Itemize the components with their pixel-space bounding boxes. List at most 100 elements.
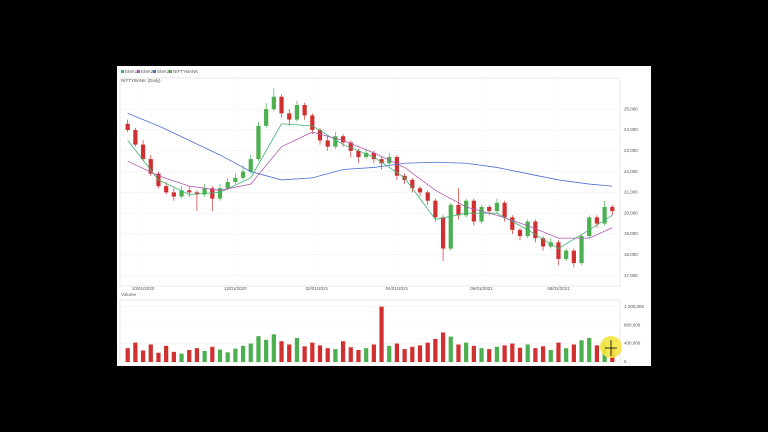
y-tick-label: 22,000 xyxy=(624,169,638,174)
candle-body xyxy=(464,200,469,216)
x-tick-label: 10/01/2020 xyxy=(132,286,155,291)
volume-bar xyxy=(210,346,215,362)
candle-body xyxy=(471,200,476,222)
volume-bar xyxy=(479,348,484,362)
candle-body xyxy=(502,202,507,218)
candle-body xyxy=(379,159,384,164)
candle-body xyxy=(333,136,338,147)
volume-bar xyxy=(525,344,530,362)
volume-bar xyxy=(310,342,315,362)
volume-bar xyxy=(371,344,376,362)
legend-swatch xyxy=(137,70,140,73)
volume-bar xyxy=(594,345,600,362)
volume-bar xyxy=(164,345,169,362)
candle-body xyxy=(256,125,261,160)
volume-bar xyxy=(579,340,584,362)
volume-bar xyxy=(425,342,430,362)
candle-body xyxy=(233,177,238,182)
volume-bar xyxy=(533,348,538,362)
volume-bar xyxy=(294,338,300,362)
candle-body xyxy=(210,188,215,199)
candle-body xyxy=(164,186,169,193)
volume-bar xyxy=(256,336,261,362)
volume-bar xyxy=(348,347,353,362)
candle-body xyxy=(556,242,561,259)
candle-body xyxy=(294,105,300,120)
candle-body xyxy=(317,130,323,141)
volume-bar xyxy=(471,345,476,362)
volume-tick-label: 1,200,000 xyxy=(624,304,645,309)
candle-body xyxy=(248,159,253,172)
candle-body xyxy=(371,152,376,160)
candle-body xyxy=(264,109,269,126)
volume-bar xyxy=(387,345,392,362)
volume-bar xyxy=(171,351,176,362)
volume-bar xyxy=(225,352,230,362)
candle-body xyxy=(610,206,615,212)
volume-bar xyxy=(379,306,384,362)
volume-bar xyxy=(502,345,507,362)
volume-bar xyxy=(448,336,453,362)
volume-bar xyxy=(540,346,546,362)
volume-bar xyxy=(240,345,246,362)
candle-body xyxy=(356,150,361,158)
volume-bar xyxy=(125,348,130,362)
volume-bar xyxy=(233,348,238,362)
candle-body xyxy=(548,242,553,247)
volume-bar xyxy=(317,345,323,362)
candle-body xyxy=(187,190,192,193)
volume-bar xyxy=(264,339,269,362)
volume-bar xyxy=(279,341,284,362)
volume-bar xyxy=(271,334,276,362)
y-tick-label: 19,000 xyxy=(624,231,638,236)
legend-label: EMA1 xyxy=(125,69,138,74)
candle-body xyxy=(533,221,538,239)
candle-body xyxy=(194,192,200,195)
x-tick-label: 08/01/2021 xyxy=(547,286,570,291)
ma-line xyxy=(127,112,613,187)
ma-line xyxy=(127,131,613,239)
volume-bar xyxy=(464,342,469,362)
volume-bar xyxy=(433,338,438,362)
candle-body xyxy=(517,229,523,237)
candle-body xyxy=(525,221,530,237)
volume-bar xyxy=(456,344,461,362)
legend-swatch xyxy=(121,70,124,73)
chart-panel xyxy=(117,66,651,366)
volume-bar xyxy=(571,344,576,362)
candle-body xyxy=(310,115,315,130)
chart-title: NIFTYBANK (Daily) xyxy=(121,78,161,83)
candle-body xyxy=(487,206,492,212)
volume-bar xyxy=(202,350,207,362)
candle-body xyxy=(494,202,500,212)
candle-body xyxy=(540,238,546,247)
volume-bar xyxy=(302,346,307,362)
candle-body xyxy=(302,105,307,116)
candle-body xyxy=(240,171,246,178)
volume-tick-label: 400,000 xyxy=(624,341,641,346)
candle-body xyxy=(479,206,484,222)
volume-tick-label: 0 xyxy=(624,359,627,364)
legend-label: SMA3 xyxy=(157,69,170,74)
cursor xyxy=(600,336,622,358)
candle-body xyxy=(179,190,184,197)
ma-line xyxy=(127,123,613,250)
x-tick-label: 06/01/2021 xyxy=(470,286,493,291)
candle-body xyxy=(564,250,569,259)
volume-bar xyxy=(494,346,500,362)
candle-body xyxy=(571,250,576,264)
volume-bar xyxy=(194,348,200,362)
y-tick-label: 23,000 xyxy=(624,148,638,153)
volume-bar xyxy=(510,343,515,362)
legend-swatch xyxy=(169,70,172,73)
volume-bar xyxy=(356,350,361,362)
x-tick-label: 04/01/2021 xyxy=(386,286,409,291)
volume-bar xyxy=(410,346,415,362)
candle-body xyxy=(417,188,423,193)
y-tick-label: 24,000 xyxy=(624,127,638,132)
candle-body xyxy=(148,159,153,174)
candle-body xyxy=(579,236,584,264)
volume-bar xyxy=(248,343,253,362)
candle-body xyxy=(448,204,453,249)
candle-body xyxy=(225,182,230,189)
